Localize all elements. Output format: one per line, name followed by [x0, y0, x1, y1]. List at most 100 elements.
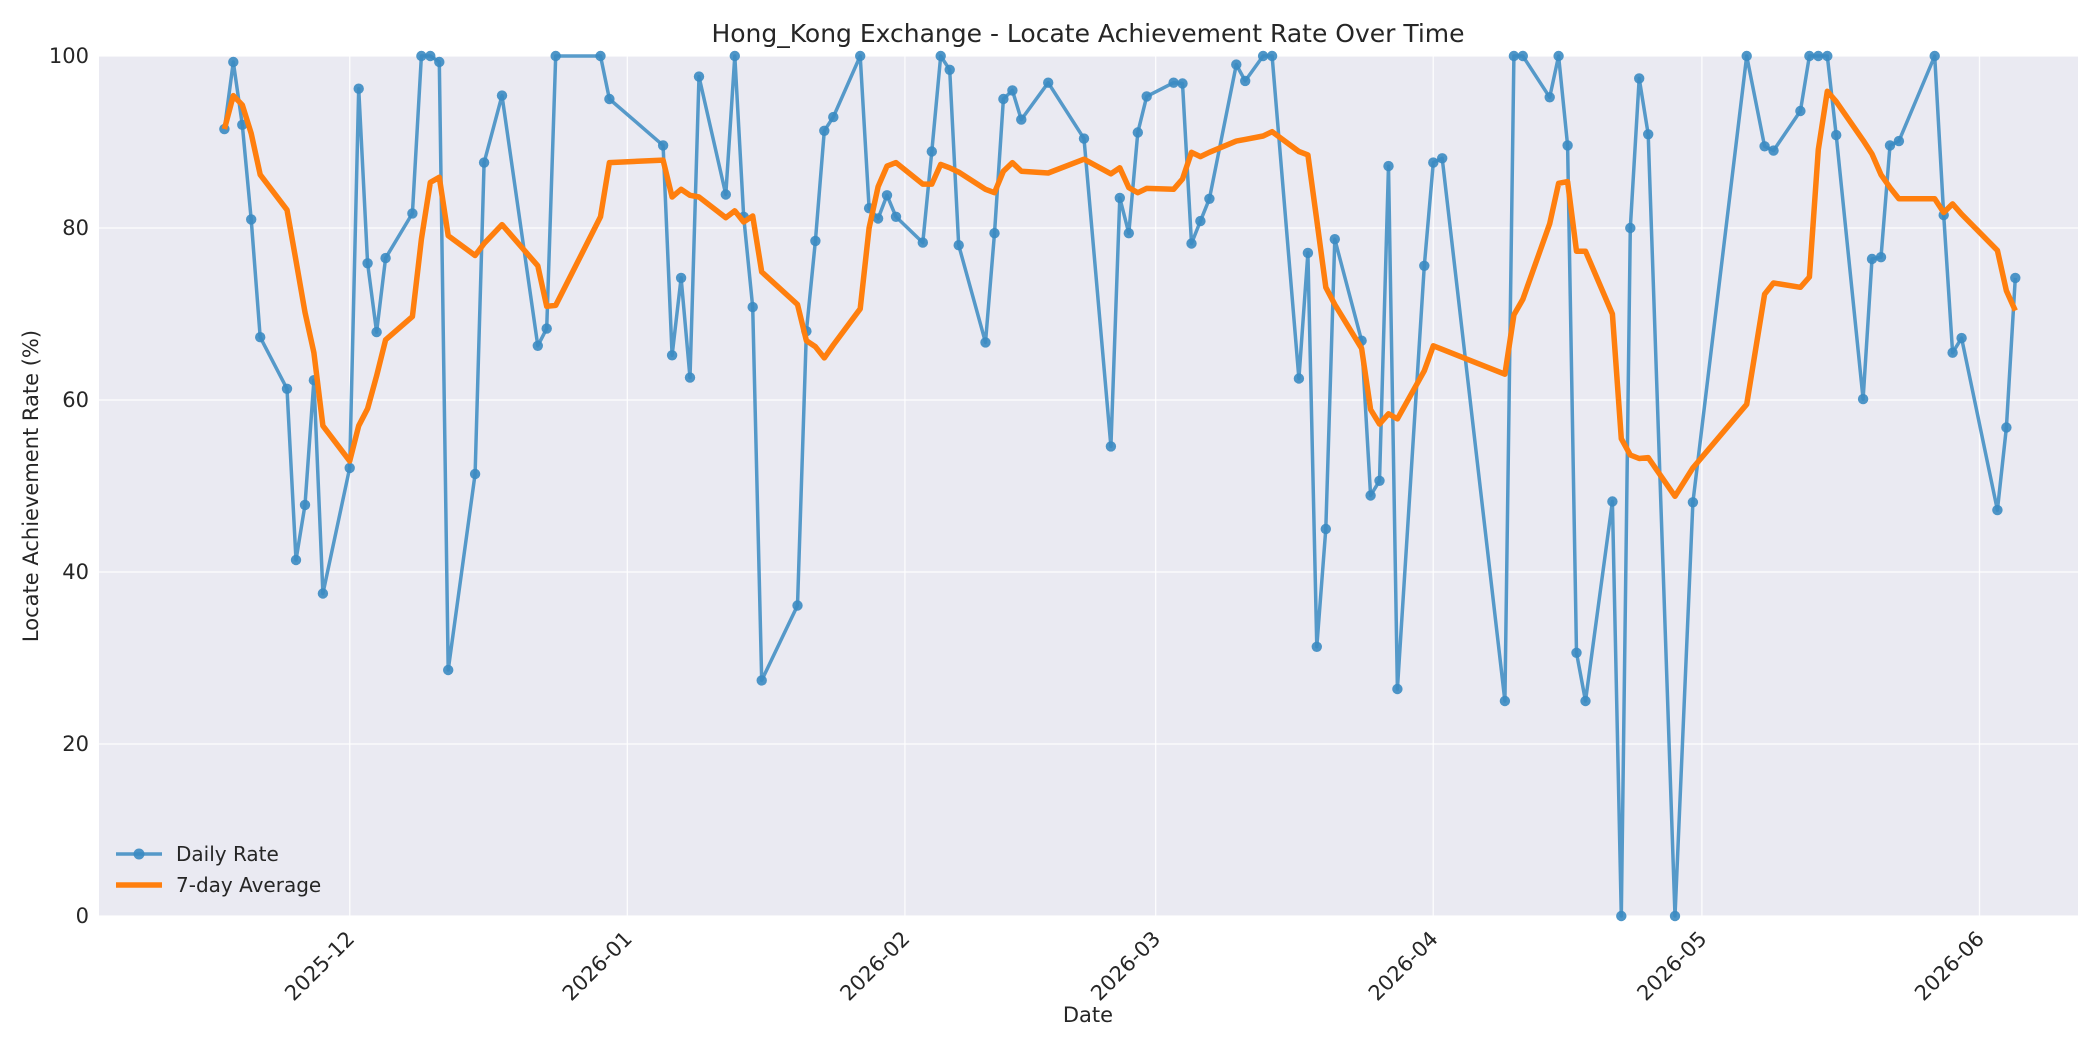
daily-rate-point [443, 664, 454, 676]
daily-rate-point [1508, 50, 1520, 62]
y-axis-ticks: 0 20 40 60 80 100 [49, 44, 89, 928]
daily-rate-point [1804, 50, 1815, 62]
daily-rate-point [1141, 91, 1152, 102]
y-tick-label: 20 [62, 732, 89, 756]
daily-rate-point [1544, 92, 1555, 103]
daily-rate-point [1007, 85, 1018, 96]
daily-rate-point [1257, 50, 1269, 62]
daily-rate-point [756, 675, 767, 686]
daily-rate-point [1240, 75, 1251, 87]
daily-rate-point [1687, 497, 1699, 508]
daily-rate-point [281, 383, 293, 394]
daily-rate-point [890, 211, 902, 222]
daily-rate-point [675, 272, 687, 284]
daily-rate-point [1625, 222, 1636, 234]
series-line-daily-rate [222, 54, 2018, 918]
daily-rate-point [729, 50, 740, 62]
x-tick-label: 2026-03 [1086, 927, 1165, 1006]
daily-rate-point [872, 213, 884, 224]
daily-rate-point [1168, 77, 1179, 88]
daily-rate-point [881, 190, 893, 201]
y-tick-label: 40 [62, 560, 89, 584]
daily-rate-point [1329, 234, 1341, 245]
chart-title: Hong_Kong Exchange - Locate Achievement … [711, 19, 1464, 48]
daily-rate-point [290, 554, 302, 566]
x-tick-label: 2026-05 [1632, 927, 1711, 1006]
daily-rate-point [380, 252, 391, 264]
x-tick-label: 2026-02 [835, 927, 914, 1006]
x-tick-label: 2026-04 [1364, 927, 1443, 1006]
daily-rate-point [228, 56, 239, 68]
daily-rate-point [998, 93, 1009, 105]
daily-rate-point [1383, 160, 1394, 172]
daily-rate-point [1114, 192, 1126, 204]
daily-rate-point [828, 111, 839, 123]
daily-rate-point [344, 462, 355, 474]
x-tick-label: 2025-12 [280, 927, 359, 1006]
daily-rate-point [371, 326, 382, 338]
legend-label-daily-rate: Daily Rate [176, 842, 279, 866]
daily-rate-point [1562, 140, 1573, 151]
grid-lines [99, 55, 2078, 917]
daily-rate-point [469, 468, 481, 480]
daily-rate-point [720, 189, 731, 200]
daily-rate-point [1293, 373, 1305, 384]
x-tick-label: 2026-06 [1910, 927, 1989, 1006]
daily-rate-point [532, 340, 543, 351]
daily-rate-point [666, 350, 678, 361]
daily-rate-point [1813, 50, 1824, 62]
y-tick-label: 60 [62, 388, 89, 412]
y-tick-label: 0 [76, 904, 89, 928]
legend: Daily Rate 7-day Average [116, 842, 321, 897]
daily-rate-point [1043, 77, 1054, 88]
daily-rate-point [1320, 523, 1332, 535]
x-tick-label: 2026-01 [558, 927, 637, 1006]
daily-rate-point [1607, 496, 1618, 507]
daily-rate-point [1517, 50, 1529, 62]
daily-rate-point [989, 228, 1000, 239]
legend-marker-daily-rate [133, 848, 145, 860]
daily-rate-point [1831, 129, 1842, 141]
daily-rate-point [1105, 441, 1117, 452]
x-axis-ticks: 2025-12 2026-01 2026-02 2026-03 2026-04 2026-… [280, 927, 1989, 1006]
daily-rate-point [353, 83, 364, 94]
daily-rate-point [1365, 490, 1376, 501]
daily-rate-point [604, 93, 615, 105]
daily-rate-point [246, 214, 257, 225]
daily-rate-point [416, 50, 427, 62]
daily-rate-point [434, 56, 445, 68]
daily-rate-point [935, 50, 946, 62]
daily-rate-point [1929, 50, 1940, 62]
daily-rate-point [1016, 114, 1027, 125]
daily-rate-point [657, 140, 669, 151]
daily-rate-point [1392, 683, 1403, 695]
daily-rate-point [980, 337, 991, 348]
daily-rate-point [1669, 910, 1681, 922]
daily-rate-point [1822, 50, 1833, 62]
daily-rate-point [1311, 641, 1323, 652]
daily-rate-point [1795, 105, 1806, 117]
daily-rate-point [1078, 133, 1090, 144]
daily-rate-point [953, 240, 964, 251]
daily-rate-point [1947, 347, 1958, 358]
daily-rate-point [792, 600, 803, 611]
daily-rate-point [855, 50, 866, 62]
daily-rate-point [1302, 247, 1314, 259]
daily-rate-point [1374, 475, 1385, 486]
daily-rate-point [1123, 228, 1135, 239]
daily-rate-point [1132, 127, 1144, 138]
daily-rate-point [1186, 238, 1197, 249]
daily-rate-point [1204, 193, 1215, 204]
daily-rate-point [819, 125, 830, 136]
daily-rate-point [747, 301, 758, 313]
daily-rate-point [407, 208, 418, 219]
y-tick-label: 80 [62, 216, 89, 240]
daily-rate-point [496, 90, 508, 101]
daily-rate-point [693, 71, 705, 82]
daily-rate-point [1437, 153, 1448, 164]
x-axis-label: Date [1063, 1003, 1113, 1027]
daily-rate-point [926, 146, 937, 157]
daily-rate-point [1884, 140, 1896, 151]
daily-rate-point [810, 235, 821, 247]
